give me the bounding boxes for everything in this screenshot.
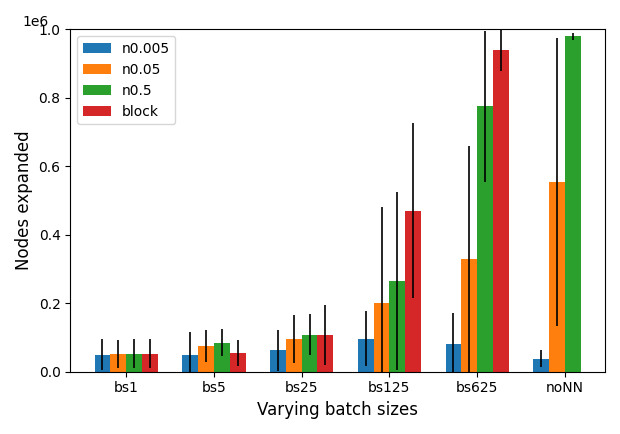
Y-axis label: Nodes expanded: Nodes expanded: [15, 131, 33, 270]
Bar: [565, 36, 581, 372]
Bar: [230, 353, 246, 372]
Bar: [302, 335, 317, 372]
Text: 1e6: 1e6: [22, 15, 48, 29]
Bar: [142, 354, 157, 372]
Bar: [286, 339, 302, 372]
Legend: n0.005, n0.05, n0.5, block: n0.005, n0.05, n0.5, block: [78, 36, 175, 124]
Bar: [126, 354, 142, 372]
Bar: [95, 355, 110, 372]
Bar: [110, 354, 126, 372]
Bar: [493, 50, 509, 372]
Bar: [549, 182, 565, 372]
Bar: [405, 211, 421, 372]
Bar: [182, 355, 198, 372]
Bar: [389, 281, 405, 372]
Bar: [446, 344, 461, 372]
Bar: [374, 302, 389, 372]
Bar: [477, 106, 493, 372]
Bar: [461, 259, 477, 372]
Bar: [198, 346, 214, 372]
Bar: [533, 359, 549, 372]
Bar: [358, 339, 374, 372]
Bar: [317, 335, 334, 372]
X-axis label: Varying batch sizes: Varying batch sizes: [257, 401, 418, 419]
Bar: [214, 342, 230, 372]
Bar: [270, 351, 286, 372]
